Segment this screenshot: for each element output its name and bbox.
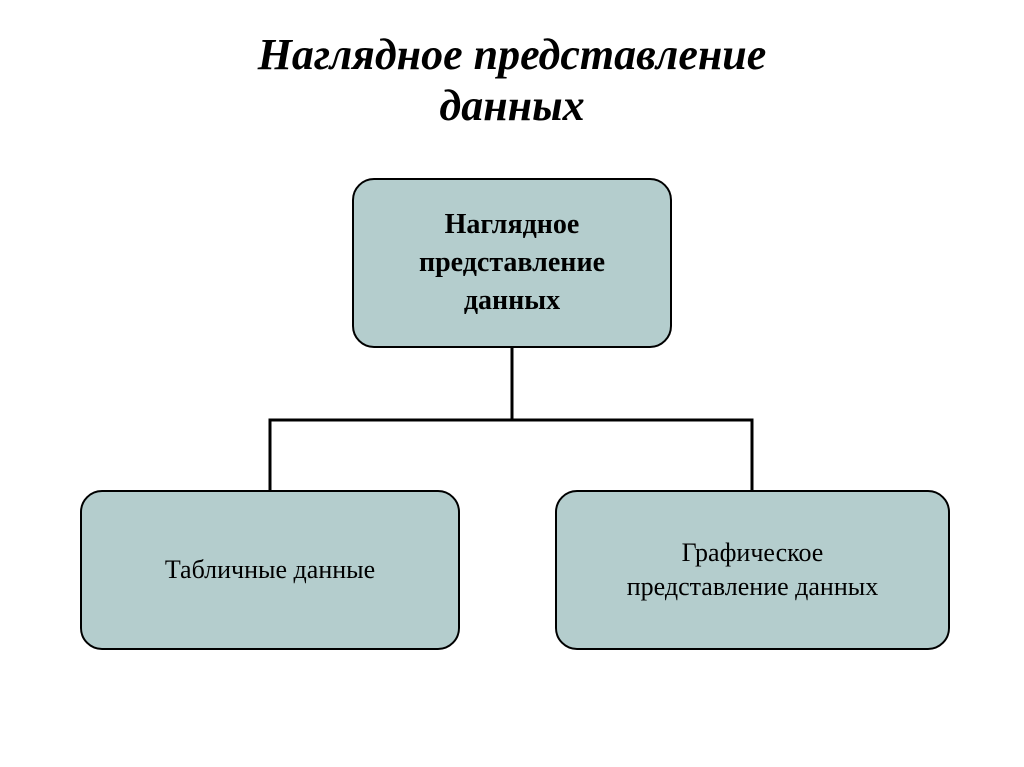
connector-path bbox=[270, 348, 752, 490]
diagram-root-node: Наглядноепредставлениеданных bbox=[352, 178, 672, 348]
slide: Наглядное представлениеданных Наглядноеп… bbox=[0, 0, 1024, 767]
slide-title: Наглядное представлениеданных bbox=[0, 30, 1024, 131]
diagram-child-node-0: Табличные данные bbox=[80, 490, 460, 650]
diagram-child-node-1: Графическоепредставление данных bbox=[555, 490, 950, 650]
